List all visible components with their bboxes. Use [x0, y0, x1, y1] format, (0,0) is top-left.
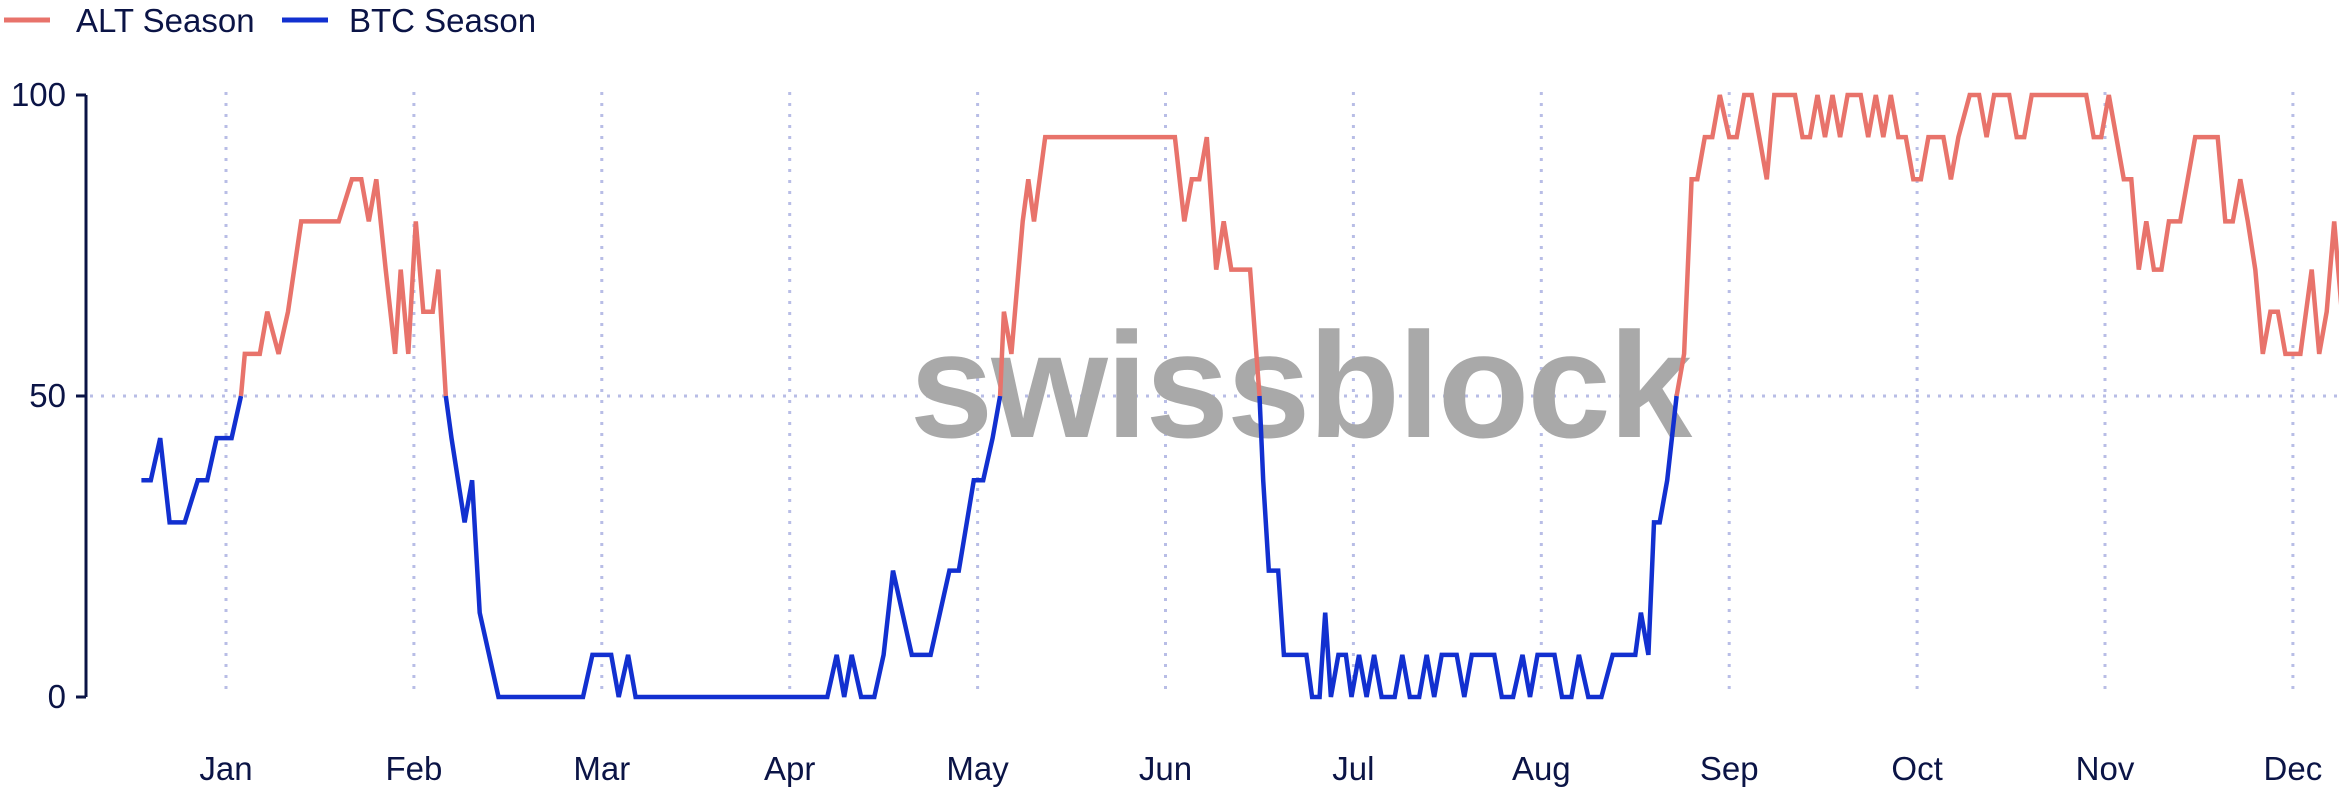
alt-season-line-segment: [238, 177, 449, 397]
x-tick-label-dec: Dec: [2264, 750, 2323, 787]
legend-label-alt-season: ALT Season: [76, 2, 255, 39]
x-tick-label-sep: Sep: [1700, 750, 1759, 787]
legend: ALT Season BTC Season: [4, 2, 536, 39]
x-tick-label-jan: Jan: [199, 750, 252, 787]
x-tick-label-aug: Aug: [1512, 750, 1571, 787]
grid: [90, 92, 2339, 695]
x-tick-label-apr: Apr: [764, 750, 815, 787]
watermark: swissblock: [910, 301, 1693, 469]
x-tick-label-oct: Oct: [1891, 750, 1942, 787]
axes: [76, 93, 88, 699]
y-tick-label-0: 0: [48, 678, 66, 715]
btc-season-line-segment: [1257, 395, 1679, 700]
x-tick-label-jun: Jun: [1139, 750, 1192, 787]
alt-season-line-segment: [1674, 92, 2339, 397]
x-tick-label-may: May: [946, 750, 1009, 787]
y-tick-label-100: 100: [11, 76, 66, 113]
y-tick-label-50: 50: [29, 377, 66, 414]
alt-season-line-segment: [997, 134, 1262, 397]
x-tick-label-jul: Jul: [1332, 750, 1374, 787]
legend-item-alt-season[interactable]: ALT Season: [4, 2, 255, 39]
legend-label-btc-season: BTC Season: [349, 2, 536, 39]
x-tick-label-nov: Nov: [2076, 750, 2135, 787]
btc-season-line-segment: [141, 395, 244, 525]
series-layer: [141, 92, 2339, 700]
x-tick-label-mar: Mar: [573, 750, 630, 787]
tick-labels: Jan Feb Mar Apr May Jun Jul Aug Sep Oct Nov Dec 0 50 1…: [11, 76, 2322, 787]
btc-season-line-segment: [443, 395, 1003, 700]
x-tick-label-feb: Feb: [385, 750, 442, 787]
legend-item-btc-season[interactable]: BTC Season: [282, 2, 536, 39]
